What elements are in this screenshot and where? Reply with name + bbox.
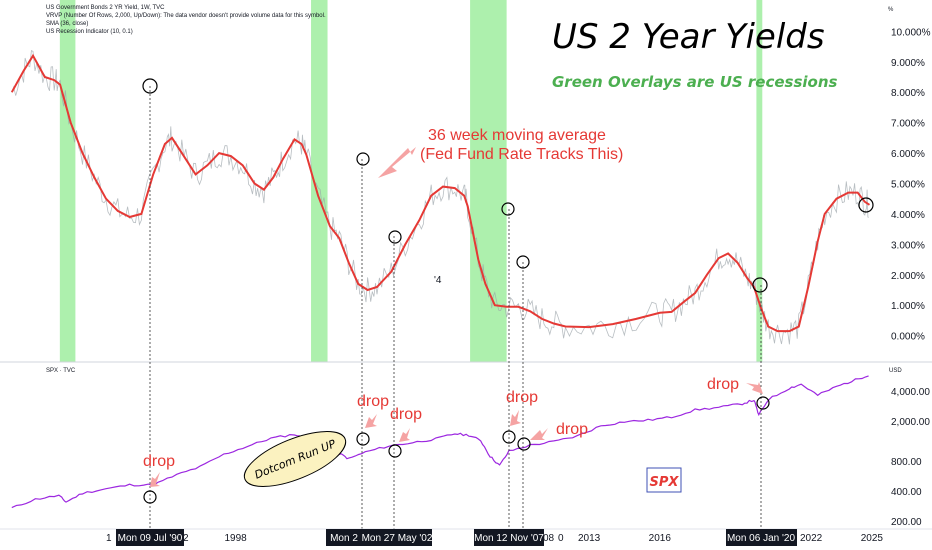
upper-y-tick: 8.000% — [891, 88, 925, 99]
upper-event-circles — [142, 78, 874, 293]
x-tick-fragment-2: 2 — [183, 533, 189, 544]
ma-arrow-icon — [378, 147, 416, 178]
dotcom-bubble — [243, 431, 347, 487]
upper-y-tick: 10.000% — [891, 27, 931, 38]
drop-label-2020: drop — [707, 376, 739, 393]
upper-y-tick: 3.000% — [891, 240, 925, 251]
upper-y-tick: 2.000% — [891, 271, 925, 282]
spx-box — [646, 467, 682, 493]
drop-arrow-2020-icon — [746, 382, 763, 394]
highlight-label-2007: Mon 12 Nov '07 — [474, 533, 544, 544]
drop-label-1990: drop — [143, 453, 175, 470]
header-line-2: VRVP (Number Of Rows, 2,000, Up/Down): T… — [46, 13, 326, 19]
x-tick-fragment-6: 2022 — [800, 533, 823, 544]
recession-band — [756, 0, 763, 362]
upper-y-tick: 6.000% — [891, 149, 925, 160]
x-tick: 2025 — [861, 533, 884, 544]
header-line-1: US Government Bonds 2 YR Yield, 1W, TVC — [46, 5, 165, 11]
x-tick: 1998 — [225, 533, 248, 544]
drop-label-2002: drop — [390, 406, 422, 423]
upper-y-tick: 1.000% — [891, 301, 925, 312]
highlight-labels: Mon 09 Jul '90 Mon 2 Mon 27 May '02 Mon … — [116, 529, 797, 546]
x-tick-fragment-4: 08 — [543, 533, 555, 544]
highlight-box-2020 — [726, 529, 797, 546]
upper-y-tick: 5.000% — [891, 180, 925, 191]
drop-label-2008: drop — [556, 421, 588, 438]
recession-band — [59, 0, 76, 362]
x-tick: 2016 — [649, 533, 672, 544]
upper-y-axis: 10.000% 9.000% 8.000% 7.000% 6.000% 5.000% 4.0… — [891, 27, 931, 342]
highlight-box-2000 — [326, 529, 362, 546]
event-markers — [149, 86, 762, 530]
drop-label-2007: drop — [506, 389, 538, 406]
lower-y-tick: 800.00 — [891, 457, 922, 468]
moving-average-line — [10, 53, 871, 333]
upper-y-tick: 4.000% — [891, 210, 925, 221]
lower-y-tick: 200.00 — [891, 517, 922, 528]
drop-arrow-2008-icon — [530, 428, 548, 440]
upper-price-line — [11, 49, 869, 345]
x-tick: 2013 — [578, 533, 601, 544]
highlight-box-2002 — [362, 529, 432, 546]
x-tick-fragment-1: 1 — [106, 533, 112, 544]
drop-arrow-2000-icon — [365, 414, 377, 428]
lower-pane-label: SPX · TVC — [46, 368, 76, 374]
drop-arrow-2007-icon — [510, 410, 521, 426]
ma-annotation-line-2: (Fed Fund Rate Tracks This) — [420, 146, 623, 163]
lower-currency-label: USD — [889, 368, 902, 374]
lower-y-tick: 400.00 — [891, 487, 922, 498]
upper-y-tick: 7.000% — [891, 119, 925, 130]
upper-currency-label: % — [888, 7, 894, 13]
drop-label-2000: drop — [357, 393, 389, 410]
ma-annotation-line-1: 36 week moving average — [428, 127, 606, 144]
lower-event-circles — [143, 396, 770, 504]
highlight-box-1990 — [116, 529, 184, 546]
recession-band — [311, 0, 328, 362]
highlight-label-1990: Mon 09 Jul '90 — [118, 533, 183, 544]
x-tick-fragment-3: '4 — [434, 275, 442, 286]
chart-title: US 2 Year Yields — [552, 17, 825, 57]
highlight-label-2000: Mon 2 — [330, 533, 358, 544]
drop-arrow-2002-icon — [399, 428, 410, 442]
lower-y-tick: 2,000.00 — [891, 417, 930, 428]
header-line-4: US Recession Indicator (10, 0.1) — [46, 29, 133, 35]
lower-y-tick: 4,000.00 — [891, 387, 930, 398]
header-line-3: SMA (36, close) — [46, 21, 88, 27]
spx-line — [11, 375, 869, 509]
lower-y-axis: 4,000.00 2,000.00 800.00 400.00 200.00 — [891, 387, 930, 528]
recession-overlays — [59, 0, 763, 362]
upper-y-tick: 9.000% — [891, 58, 925, 69]
highlight-label-2002: Mon 27 May '02 — [362, 533, 433, 544]
drop-arrow-1990-icon — [150, 472, 160, 487]
spx-box-label: SPX — [650, 475, 680, 490]
highlight-label-2020: Mon 06 Jan '20 — [727, 533, 796, 544]
highlight-box-2007 — [474, 529, 544, 546]
chart-subtitle: Green Overlays are US recessions — [552, 73, 838, 91]
x-tick-fragment-5: 0 — [558, 533, 564, 544]
upper-y-tick: 0.000% — [891, 332, 925, 343]
recession-band — [470, 0, 507, 362]
